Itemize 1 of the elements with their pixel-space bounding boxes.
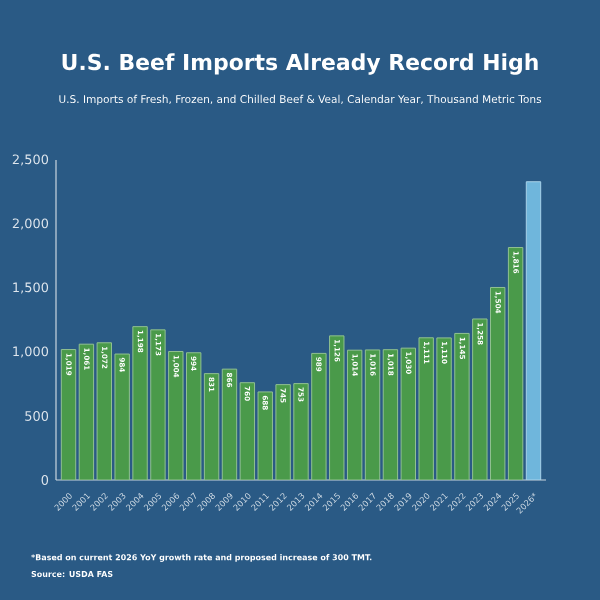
- chart-title: U.S. Beef Imports Already Record High: [62, 53, 538, 75]
